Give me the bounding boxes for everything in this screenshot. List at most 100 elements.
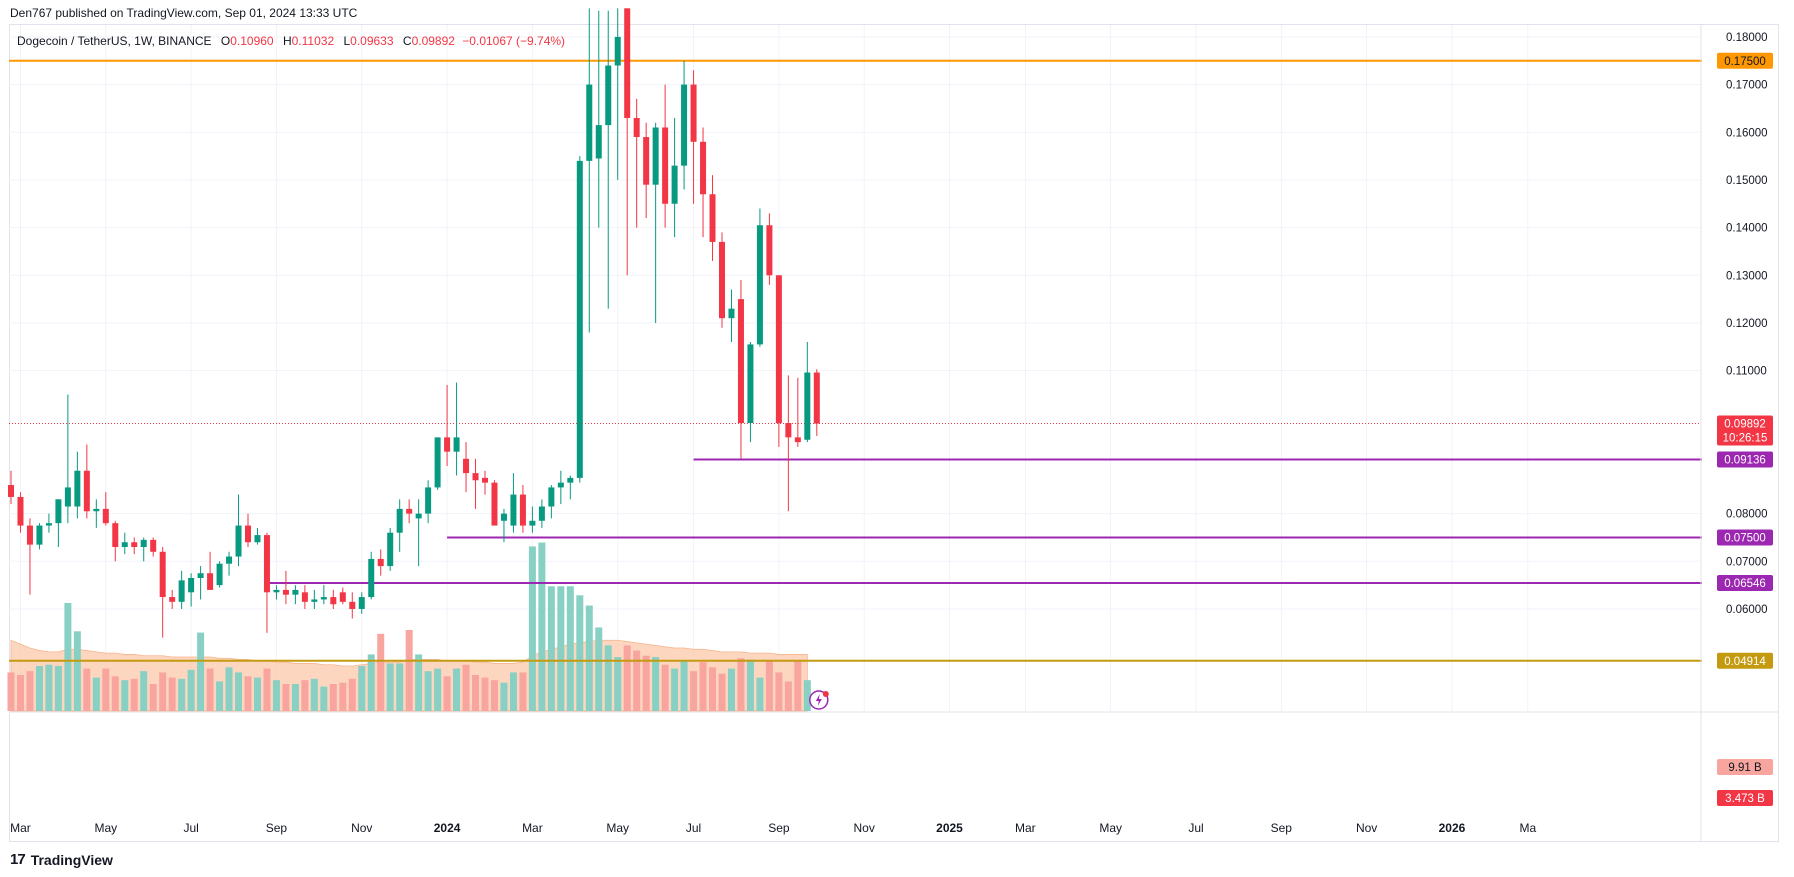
candle-body <box>140 539 147 548</box>
candle-body <box>709 194 716 242</box>
candle-body <box>463 458 470 474</box>
candle-body <box>804 372 811 440</box>
legend-symbol: Dogecoin / TetherUS, 1W, BINANCE <box>17 34 212 48</box>
candle-body <box>282 589 289 595</box>
volume-bar <box>159 672 167 711</box>
candle-body <box>519 494 526 526</box>
candle-body <box>159 551 166 598</box>
legend-open: 0.10960 <box>230 34 274 48</box>
candle-body <box>766 225 773 276</box>
volume-bar <box>92 677 100 711</box>
volume-bar <box>26 671 34 711</box>
level-label-2-text-0: 0.07500 <box>1724 532 1766 544</box>
candle-body <box>700 141 707 195</box>
volume-bar <box>206 668 214 711</box>
candle-body <box>434 437 441 488</box>
price-tick-3: 0.15000 <box>1726 175 1768 187</box>
time-tick-7: May <box>606 821 629 835</box>
candle-body <box>415 513 422 519</box>
volume-bar <box>339 682 347 711</box>
volume-bar <box>149 684 157 711</box>
level-label-3-text-0: 0.06546 <box>1724 578 1766 590</box>
legend-high-label: H <box>282 34 292 48</box>
tradingview-brand[interactable]: 17 TradingView <box>10 851 113 868</box>
candle-body <box>756 225 763 345</box>
candle-body <box>112 523 119 548</box>
legend-open-label: O <box>220 34 231 48</box>
candle-body <box>311 599 318 602</box>
candle-body <box>633 117 640 138</box>
candle-body <box>292 589 299 595</box>
price-tick-7: 0.11000 <box>1726 366 1767 378</box>
candle-body <box>491 482 498 526</box>
chart-frame <box>9 24 1779 842</box>
time-tick-0: Mar <box>10 821 31 835</box>
candle-body <box>690 84 697 142</box>
candle-body <box>26 525 33 545</box>
volume-bar <box>557 586 565 711</box>
volume-bar <box>756 677 764 711</box>
volume-bar <box>73 631 81 711</box>
volume-bar <box>358 666 366 711</box>
volume-bar <box>367 654 375 711</box>
candle-body <box>643 137 650 185</box>
candle-body <box>747 344 754 424</box>
volume-bar <box>83 668 91 711</box>
candle-body <box>813 372 820 424</box>
volume-bar <box>794 660 802 711</box>
time-tick-14: Jul <box>1188 821 1203 835</box>
candle-body <box>102 508 109 524</box>
candle-body <box>368 558 375 598</box>
volume-bar <box>727 668 735 711</box>
time-tick-16: Nov <box>1356 821 1377 835</box>
volume-bar <box>396 663 404 711</box>
volume-bar <box>16 675 24 711</box>
candle-body <box>605 65 612 126</box>
volume-bar <box>661 664 669 711</box>
time-tick-10: Nov <box>854 821 875 835</box>
price-axis: 0.18000 0.17000 0.16000 0.15000 0.14000 0.130… <box>1700 25 1768 841</box>
level-label-1-text-0: 0.09136 <box>1724 454 1766 466</box>
candle-body <box>472 473 479 481</box>
price-tick-9: 0.07000 <box>1726 556 1768 568</box>
volume-bar <box>168 677 176 711</box>
volume-bar <box>775 672 783 711</box>
candle-body <box>681 84 688 166</box>
volume-bar <box>130 678 138 711</box>
volume-bar <box>121 680 129 711</box>
volume-bar <box>462 664 470 711</box>
candle-body <box>775 275 782 424</box>
candle-body <box>245 525 251 543</box>
volume-bar <box>472 675 480 711</box>
candle-body <box>453 437 460 452</box>
time-tick-2: Jul <box>183 821 198 835</box>
candle-body <box>178 580 185 602</box>
candle-body <box>406 508 413 514</box>
volume-bar <box>709 667 717 711</box>
symbol-legend: Dogecoin / TetherUS, 1W, BINANCE O0.1096… <box>17 34 565 48</box>
volume-bar <box>54 666 62 711</box>
volume-bar <box>235 672 243 711</box>
candle-body <box>425 487 432 514</box>
candle-body <box>500 513 507 521</box>
volume-bar <box>329 684 337 711</box>
tradingview-logo-icon: 17 <box>10 851 26 868</box>
level-label-0-bg <box>1717 52 1773 69</box>
candle-body <box>396 508 403 533</box>
price-tick-10: 0.06000 <box>1726 604 1768 616</box>
price-tick-5: 0.13000 <box>1726 270 1768 282</box>
time-tick-18: Ma <box>1519 821 1536 835</box>
level-label-4-text-0: 0.04914 <box>1724 656 1766 668</box>
candle-body <box>254 535 261 543</box>
volume-ma-label-text-0: 9.91 B <box>1728 762 1762 774</box>
time-tick-9: Sep <box>768 821 790 835</box>
volume-bar <box>272 680 280 711</box>
candle-body <box>614 36 621 66</box>
time-tick-12: Mar <box>1015 821 1036 835</box>
volume-bar <box>377 633 385 711</box>
volume-bar <box>197 632 205 711</box>
candle-body <box>595 125 602 159</box>
volume-bar <box>244 676 252 711</box>
bolt-badge <box>822 691 829 697</box>
